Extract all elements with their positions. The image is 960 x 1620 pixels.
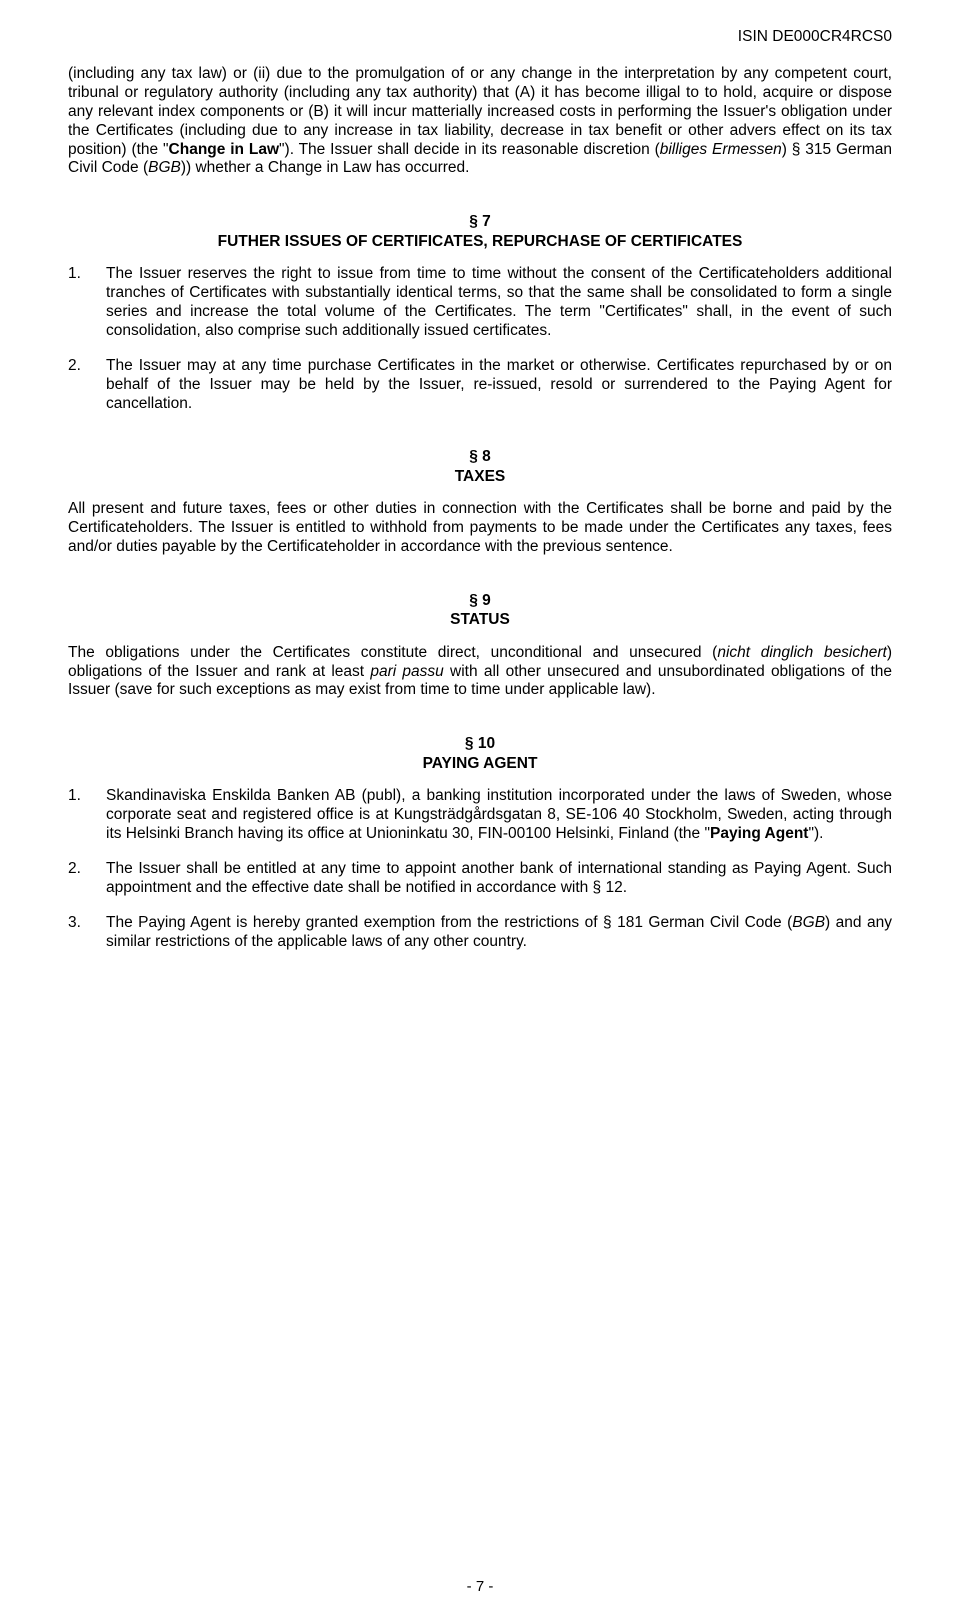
pari-passu-term: pari passu bbox=[370, 663, 443, 680]
s10-3-pre: The Paying Agent is hereby granted exemp… bbox=[106, 914, 792, 931]
paying-agent-term: Paying Agent bbox=[710, 825, 808, 842]
bgb-term-2: BGB bbox=[792, 914, 825, 931]
section-7-title: FUTHER ISSUES OF CERTIFICATES, REPURCHAS… bbox=[68, 232, 892, 251]
list-item-number: 1. bbox=[68, 787, 106, 844]
section-10-list: 1. Skandinaviska Enskilda Banken AB (pub… bbox=[68, 787, 892, 951]
change-in-law-term: Change in Law bbox=[169, 141, 280, 158]
section-10-number: § 10 bbox=[68, 734, 892, 753]
s9-text-pre: The obligations under the Certificates c… bbox=[68, 644, 717, 661]
section-7: § 7 FUTHER ISSUES OF CERTIFICATES, REPUR… bbox=[68, 212, 892, 413]
section-7-number: § 7 bbox=[68, 212, 892, 231]
list-item-number: 3. bbox=[68, 914, 106, 952]
list-item-body: The Issuer may at any time purchase Cert… bbox=[106, 357, 892, 414]
section-9: § 9 STATUS The obligations under the Cer… bbox=[68, 591, 892, 700]
list-item: 1. The Issuer reserves the right to issu… bbox=[68, 265, 892, 341]
list-item-body: The Paying Agent is hereby granted exemp… bbox=[106, 914, 892, 952]
intro-paragraph: (including any tax law) or (ii) due to t… bbox=[68, 65, 892, 178]
list-item: 2. The Issuer shall be entitled at any t… bbox=[68, 860, 892, 898]
document-page: ISIN DE000CR4RCS0 (including any tax law… bbox=[0, 0, 960, 1620]
section-8-title: TAXES bbox=[68, 467, 892, 486]
list-item-body: Skandinaviska Enskilda Banken AB (publ),… bbox=[106, 787, 892, 844]
s10-1-post: "). bbox=[808, 825, 823, 842]
section-10-title: PAYING AGENT bbox=[68, 754, 892, 773]
list-item-number: 1. bbox=[68, 265, 106, 341]
list-item-body: The Issuer shall be entitled at any time… bbox=[106, 860, 892, 898]
nicht-dinglich-term: nicht dinglich besichert bbox=[717, 644, 887, 661]
list-item: 1. Skandinaviska Enskilda Banken AB (pub… bbox=[68, 787, 892, 844]
list-item: 3. The Paying Agent is hereby granted ex… bbox=[68, 914, 892, 952]
section-8-body: All present and future taxes, fees or ot… bbox=[68, 500, 892, 557]
intro-text-post: )) whether a Change in Law has occurred. bbox=[181, 159, 470, 176]
section-9-body: The obligations under the Certificates c… bbox=[68, 644, 892, 701]
list-item-body: The Issuer reserves the right to issue f… bbox=[106, 265, 892, 341]
section-7-list: 1. The Issuer reserves the right to issu… bbox=[68, 265, 892, 413]
intro-text-mid1: "). The Issuer shall decide in its reaso… bbox=[279, 141, 660, 158]
list-item: 2. The Issuer may at any time purchase C… bbox=[68, 357, 892, 414]
list-item-number: 2. bbox=[68, 860, 106, 898]
section-8-number: § 8 bbox=[68, 447, 892, 466]
section-10: § 10 PAYING AGENT 1. Skandinaviska Enski… bbox=[68, 734, 892, 951]
page-number: - 7 - bbox=[0, 1578, 960, 1596]
section-8: § 8 TAXES All present and future taxes, … bbox=[68, 447, 892, 556]
list-item-number: 2. bbox=[68, 357, 106, 414]
section-9-number: § 9 bbox=[68, 591, 892, 610]
header-isin: ISIN DE000CR4RCS0 bbox=[68, 28, 892, 47]
section-9-title: STATUS bbox=[68, 610, 892, 629]
bgb-term: BGB bbox=[148, 159, 181, 176]
billiges-ermessen-term: billiges Ermessen bbox=[660, 141, 782, 158]
